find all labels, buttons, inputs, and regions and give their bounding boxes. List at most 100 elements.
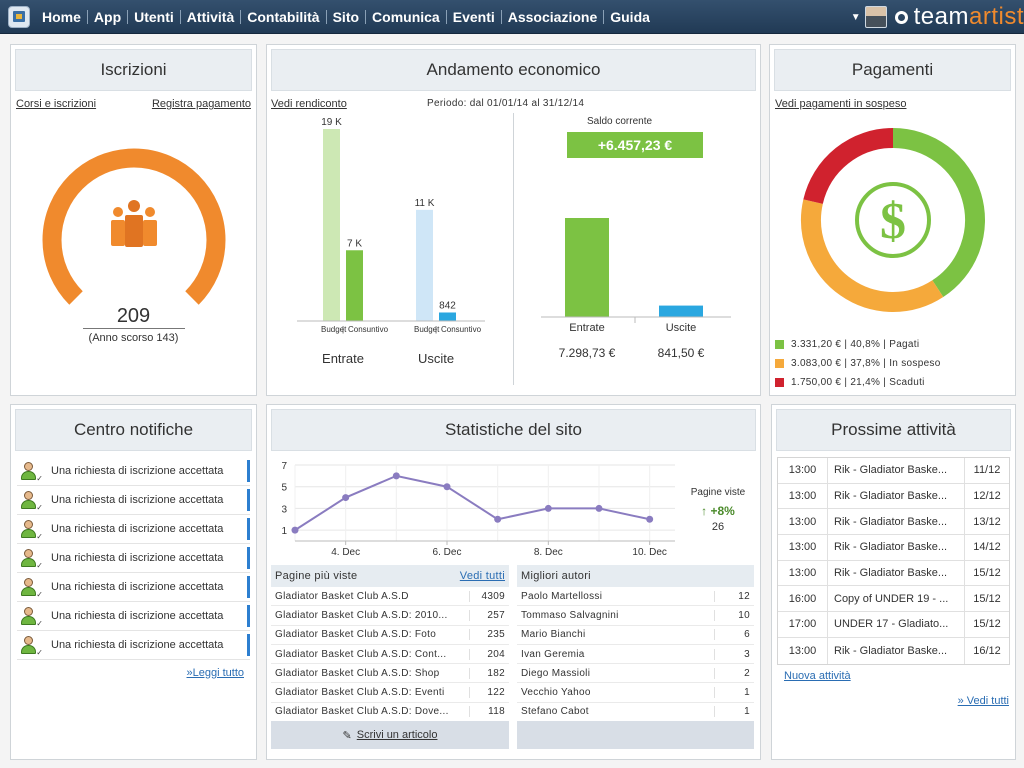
table-row: Gladiator Basket Club A.S.D 4309 (271, 587, 509, 607)
notifiche-title: Centro notifiche (15, 409, 252, 451)
vedi-rendiconto-link[interactable]: Vedi rendiconto (271, 98, 347, 110)
row-name[interactable]: Gladiator Basket Club A.S.D: Cont... (275, 648, 447, 660)
user-area: ▼ teamartist (851, 0, 1024, 34)
leggi-tutto-link[interactable]: »Leggi tutto (186, 667, 245, 679)
top-pages-rows: Gladiator Basket Club A.S.D 4309 Gladiator… (271, 587, 509, 723)
row-name[interactable]: Gladiator Basket Club A.S.D (275, 590, 409, 602)
row-value: 6 (714, 629, 750, 641)
activity-row[interactable]: 13:00 Rik - Gladiator Baske... 14/12 (778, 535, 1009, 561)
activity-row[interactable]: 16:00 Copy of UNDER 19 - ... 15/12 (778, 586, 1009, 613)
row-value: 182 (469, 667, 505, 679)
count-divider (83, 328, 185, 329)
pagamenti-donut: $ (801, 128, 985, 312)
row-name[interactable]: Gladiator Basket Club A.S.D: Dove... (275, 706, 449, 718)
activity-row[interactable]: 17:00 UNDER 17 - Gladiato... 15/12 (778, 612, 1009, 638)
notification-item[interactable]: ✓ Una richiesta di iscrizione accettata (17, 515, 250, 544)
activity-row[interactable]: 13:00 Rik - Gladiator Baske... 15/12 (778, 560, 1009, 587)
notification-text: Una richiesta di iscrizione accettata (51, 552, 224, 564)
row-name[interactable]: Vecchio Yahoo (521, 687, 591, 699)
user-accepted-icon: ✓ (19, 606, 43, 628)
row-value: 257 (469, 609, 505, 621)
user-avatar[interactable] (864, 6, 887, 28)
andamento-economico-panel: Andamento economico Vedi rendiconto Peri… (266, 44, 761, 396)
nav-sito[interactable]: Sito (327, 10, 367, 24)
notification-item[interactable]: ✓ Una richiesta di iscrizione accettata (17, 631, 250, 660)
scrivi-articolo-button[interactable]: ✎ Scrivi un articolo (271, 721, 509, 749)
authors-footer (517, 721, 754, 749)
data-point[interactable] (342, 494, 350, 502)
notification-item[interactable]: ✓ Una richiesta di iscrizione accettata (17, 486, 250, 515)
nav-comunica[interactable]: Comunica (366, 10, 447, 24)
table-row: Stefano Cabot 1 (517, 703, 754, 723)
nav-associazione[interactable]: Associazione (502, 10, 605, 24)
data-point[interactable] (646, 515, 654, 523)
nav-home[interactable]: Home (36, 10, 88, 24)
row-name[interactable]: Paolo Martellossi (521, 590, 603, 602)
scrivi-articolo-label: Scrivi un articolo (356, 729, 438, 741)
notification-item[interactable]: ✓ Una richiesta di iscrizione accettata (17, 573, 250, 602)
registra-pagamento-link[interactable]: Registra pagamento (151, 98, 251, 110)
activity-time: 17:00 (778, 612, 828, 637)
iscrizioni-title: Iscrizioni (15, 49, 252, 91)
user-accepted-icon: ✓ (19, 490, 43, 512)
row-name[interactable]: Diego Massioli (521, 667, 591, 679)
activity-row[interactable]: 13:00 Rik - Gladiator Baske... 12/12 (778, 483, 1009, 510)
nav-eventi[interactable]: Eventi (447, 10, 502, 24)
nuova-attivita-link[interactable]: Nuova attività (784, 670, 851, 682)
x-tick-label: 6. Dec (433, 547, 462, 557)
data-point[interactable] (494, 515, 502, 523)
vedi-tutti-pages-link[interactable]: Vedi tutti (459, 570, 505, 582)
data-point[interactable] (291, 526, 299, 534)
pagamenti-sospeso-link[interactable]: Vedi pagamenti in sospeso (775, 98, 907, 110)
activity-date: 15/12 (973, 592, 1001, 605)
y-tick-label: 5 (281, 483, 287, 494)
row-name[interactable]: Mario Bianchi (521, 629, 586, 641)
activity-time: 13:00 (778, 458, 828, 483)
data-point[interactable] (544, 504, 552, 512)
corsi-iscrizioni-link[interactable]: Corsi e iscrizioni (16, 98, 97, 110)
vedi-tutti-attivita-link[interactable]: » Vedi tutti (957, 695, 1009, 707)
notification-text: Una richiesta di iscrizione accettata (51, 610, 224, 622)
notification-item[interactable]: ✓ Una richiesta di iscrizione accettata (17, 544, 250, 573)
legend-swatch (775, 359, 784, 368)
activity-row[interactable]: 13:00 Rik - Gladiator Baske... 11/12 (778, 458, 1009, 484)
attivita-title: Prossime attività (776, 409, 1011, 451)
row-name[interactable]: Gladiator Basket Club A.S.D: Foto (275, 629, 437, 641)
row-name[interactable]: Ivan Geremia (521, 648, 585, 660)
nav-utenti[interactable]: Utenti (128, 10, 181, 24)
nav-contabilita[interactable]: Contabilità (241, 10, 327, 24)
notification-text: Una richiesta di iscrizione accettata (51, 494, 224, 506)
data-point[interactable] (443, 483, 451, 491)
nav-attivita[interactable]: Attività (181, 10, 242, 24)
row-name[interactable]: Gladiator Basket Club A.S.D: 2010... (275, 609, 448, 621)
iscrizioni-previous-year: (Anno scorso 143) (88, 332, 179, 344)
nav-app[interactable]: App (88, 10, 129, 24)
brand-name-part-2: artist (968, 3, 1024, 30)
top-authors-rows: Paolo Martellossi 12 Tommaso Salvagnini 10 M… (517, 587, 754, 723)
notification-item[interactable]: ✓ Una richiesta di iscrizione accettata (17, 457, 250, 486)
app-logo-icon[interactable] (8, 6, 30, 28)
user-menu-caret-icon[interactable]: ▼ (850, 11, 861, 23)
top-authors-table: Migliori autori Paolo Martellossi 12 Tomma… (517, 565, 754, 723)
activity-date: 16/12 (973, 644, 1001, 657)
nav-guida[interactable]: Guida (610, 9, 650, 25)
data-point[interactable] (392, 472, 400, 480)
notification-item[interactable]: ✓ Una richiesta di iscrizione accettata (17, 602, 250, 631)
user-accepted-icon: ✓ (19, 635, 43, 657)
row-name[interactable]: Stefano Cabot (521, 706, 589, 718)
activity-title: Rik - Gladiator Baske... (828, 637, 965, 664)
activity-date: 14/12 (973, 541, 1001, 554)
donut-slice-scaduti (803, 128, 894, 205)
row-name[interactable]: Tommaso Salvagnini (521, 609, 619, 621)
iscrizioni-panel: Iscrizioni Corsi e iscrizioni Registra p… (10, 44, 257, 396)
row-name[interactable]: Gladiator Basket Club A.S.D: Eventi (275, 687, 445, 699)
data-point[interactable] (595, 504, 603, 512)
row-value: 1 (714, 687, 750, 699)
saldo-value: +6.457,23 € (567, 132, 703, 158)
activity-row[interactable]: 13:00 Rik - Gladiator Baske... 16/12 (778, 637, 1009, 664)
row-name[interactable]: Gladiator Basket Club A.S.D: Shop (275, 667, 440, 679)
activity-row[interactable]: 13:00 Rik - Gladiator Baske... 13/12 (778, 509, 1009, 536)
budget-bar-chart: 19 K Budget 7 K Consuntivo | Entrate 11 K Budge… (297, 117, 485, 366)
row-value: 1 (714, 706, 750, 718)
row-value: 12 (714, 590, 750, 602)
